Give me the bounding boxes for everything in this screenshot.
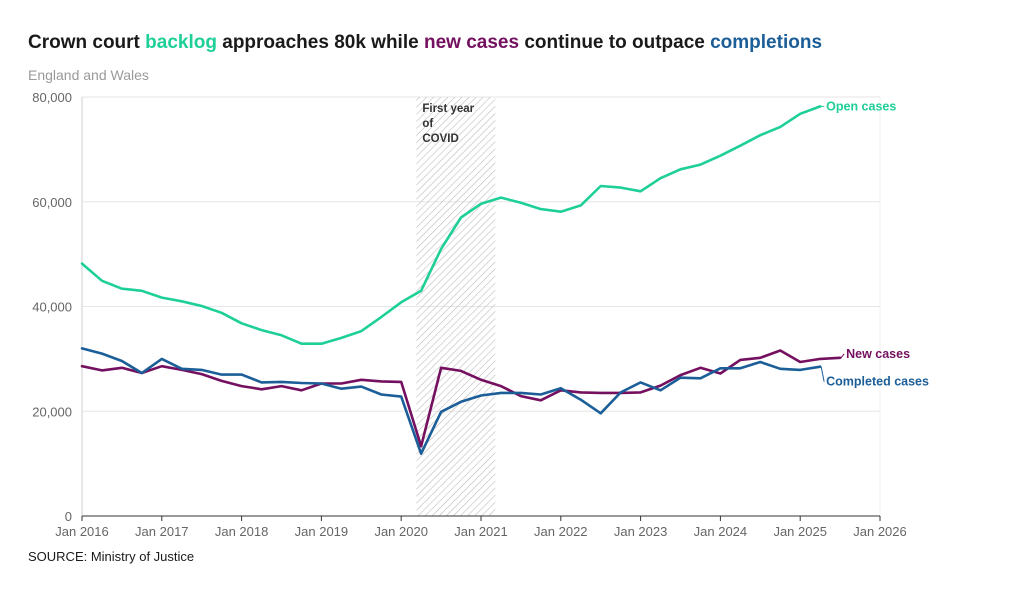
- title-highlight-completions: completions: [710, 32, 823, 53]
- series-end-labels: Open cases New cases Completed cases: [820, 99, 929, 389]
- end-label-open: Open cases: [826, 99, 896, 113]
- covid-hatch-rect: [416, 97, 496, 516]
- series-lines: [80, 105, 842, 455]
- end-label-connector: [840, 353, 845, 359]
- series-line-open: [80, 105, 822, 345]
- y-tick-label: 80,000: [32, 90, 72, 105]
- covid-shaded-region: First year of COVID: [416, 97, 496, 516]
- x-tick-label: Jan 2020: [374, 524, 428, 539]
- y-tick-label: 60,000: [32, 195, 72, 210]
- end-label-connector: [820, 366, 825, 382]
- axes: 0 20,000 40,000 60,000 80,000 Jan 2016 Jan 201…: [32, 90, 907, 539]
- source-note: SOURCE: Ministry of Justice: [28, 549, 195, 564]
- x-tick-label: Jan 2023: [614, 524, 668, 539]
- series-line-completed: [80, 347, 822, 455]
- x-tick-label: Jan 2024: [694, 524, 748, 539]
- title-part-3: continue to outpace: [519, 32, 711, 53]
- chart-subtitle: England and Wales: [28, 67, 149, 83]
- covid-annotation-line: First year: [422, 103, 474, 115]
- x-tick-label: Jan 2025: [773, 524, 827, 539]
- x-tick-label: Jan 2022: [534, 524, 588, 539]
- end-label-new: New cases: [846, 347, 910, 361]
- y-tick-label: 0: [65, 509, 72, 524]
- x-tick-label: Jan 2016: [55, 524, 109, 539]
- x-tick-label: Jan 2018: [215, 524, 269, 539]
- y-tick-label: 40,000: [32, 300, 72, 315]
- covid-annotation-line: of: [422, 118, 433, 130]
- y-tick-label: 20,000: [32, 404, 72, 419]
- x-tick-label: Jan 2021: [454, 524, 508, 539]
- title-highlight-backlog: backlog: [145, 32, 217, 53]
- x-tick-label: Jan 2026: [853, 524, 907, 539]
- x-tick-label: Jan 2017: [135, 524, 189, 539]
- title-part-2: approaches 80k while: [216, 32, 424, 53]
- covid-annotation-line: COVID: [422, 133, 458, 145]
- end-label-completed: Completed cases: [826, 375, 929, 389]
- chart-title: Crown court backlog approaches 80k while…: [28, 32, 822, 54]
- title-part-1: Crown court: [28, 32, 146, 53]
- title-highlight-new-cases: new cases: [423, 32, 520, 53]
- x-tick-label: Jan 2019: [295, 524, 349, 539]
